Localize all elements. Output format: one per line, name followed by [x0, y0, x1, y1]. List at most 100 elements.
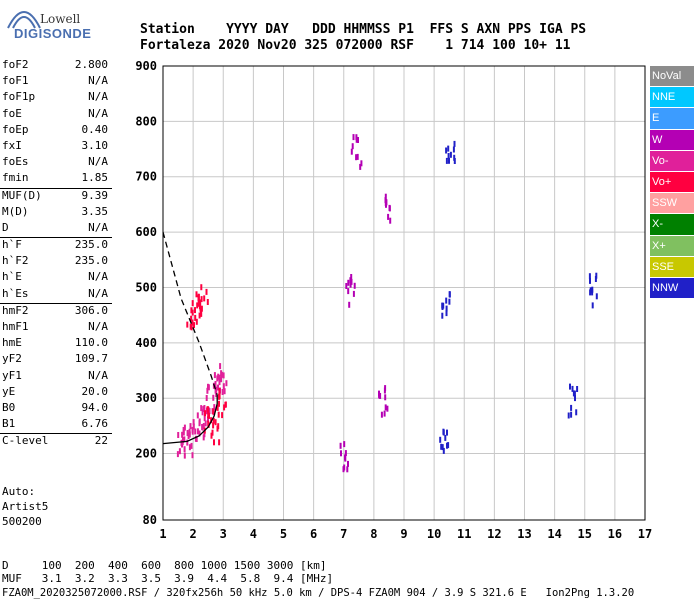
param-label: M(D) — [2, 204, 29, 218]
param-value: N/A — [88, 320, 108, 333]
header-labels: Station YYYY DAY DDD HHMMSS P1 FFS S AXN… — [140, 22, 587, 37]
echo-point — [180, 439, 183, 446]
echo-point — [385, 201, 387, 208]
echo-point — [212, 417, 215, 424]
echo-point — [199, 305, 202, 312]
param-label: foF2 — [2, 58, 29, 71]
echo-point — [178, 448, 181, 455]
x-tick-label: 11 — [457, 527, 471, 541]
x-tick-label: 8 — [370, 527, 377, 541]
echo-point — [207, 412, 210, 418]
echo-point — [384, 404, 387, 411]
echo-point — [201, 424, 204, 430]
echo-point — [383, 387, 386, 394]
param-value: 1.85 — [81, 171, 109, 185]
echo-point — [218, 379, 221, 386]
echo-point — [352, 134, 355, 141]
echo-point — [201, 409, 204, 416]
footer-muf-line: MUF 3.1 3.2 3.3 3.5 3.9 4.4 5.8 9.4 [MHz… — [2, 572, 334, 585]
echo-point — [445, 157, 448, 164]
echo-point — [200, 405, 203, 412]
x-tick-label: 5 — [280, 527, 287, 541]
echo-point — [442, 428, 445, 435]
echo-point — [356, 153, 359, 160]
param-label: yE — [2, 384, 16, 398]
echo-point — [446, 429, 448, 436]
echo-point — [351, 143, 354, 150]
echo-point — [206, 299, 209, 305]
echo-point — [441, 304, 444, 310]
echo-point — [360, 160, 363, 167]
echo-point — [595, 272, 598, 279]
echo-point — [445, 147, 448, 154]
echo-point — [378, 390, 380, 397]
param-row: MUF(D) 9.39 — [0, 187, 112, 205]
echo-point — [350, 148, 353, 155]
param-label: yF2 — [2, 352, 22, 366]
param-label: yF1 — [2, 368, 22, 382]
parameter-panel: foF2 2.800 foF1 N/A foF1p N/A foE N/A foEp 0.40 fx… — [0, 58, 112, 451]
echo-point — [588, 273, 591, 280]
param-row: hmE 110.0 — [0, 336, 112, 352]
echo-point — [453, 154, 456, 161]
echo-point — [200, 305, 203, 312]
param-value: N/A — [88, 368, 108, 382]
echo-point — [206, 387, 209, 394]
echo-point — [217, 411, 220, 418]
echo-point — [389, 217, 392, 224]
echo-point — [182, 429, 185, 436]
echo-point — [214, 419, 217, 426]
echo-point — [448, 298, 451, 305]
param-label: foE — [2, 106, 22, 120]
echo-point — [198, 418, 201, 425]
x-tick-label: 2 — [190, 527, 197, 541]
echo-point — [194, 428, 197, 435]
polarization-legend: NoVal NNE E W Vo- Vo+ SSW X- X+ SSE NNW — [650, 66, 694, 299]
param-value: N/A — [88, 74, 108, 88]
param-label: h`F — [2, 238, 22, 252]
param-label: hmE — [2, 336, 22, 350]
legend-item: X+ — [650, 235, 694, 256]
echo-point — [571, 385, 574, 392]
echo-point — [212, 422, 215, 429]
echo-point — [198, 312, 201, 319]
y-tick-label: 600 — [135, 225, 157, 239]
echo-point — [218, 400, 220, 407]
y-tick-label: 700 — [135, 170, 157, 184]
echo-point — [384, 193, 387, 200]
param-row: foEs N/A — [0, 155, 112, 171]
echo-point — [357, 137, 359, 143]
param-value: 235.0 — [74, 238, 108, 252]
echo-point — [216, 404, 219, 411]
param-value: 9.39 — [81, 188, 109, 202]
param-row: D N/A — [0, 221, 112, 237]
echo-point — [190, 324, 193, 331]
param-value: 94.0 — [81, 400, 109, 414]
param-label: hmF2 — [2, 303, 29, 317]
echo-point — [446, 442, 448, 449]
param-label: foEp — [2, 122, 29, 136]
echo-point — [350, 274, 353, 280]
echo-point — [190, 315, 193, 322]
x-tick-label: 9 — [400, 527, 407, 541]
legend-item: NNE — [650, 87, 694, 108]
echo-point — [195, 291, 198, 298]
echo-point — [181, 431, 184, 438]
echo-point — [205, 395, 208, 401]
echo-point — [191, 426, 194, 433]
echo-point — [386, 405, 389, 412]
echo-point — [196, 412, 199, 419]
param-value: 0.40 — [81, 122, 109, 136]
echo-point — [218, 393, 221, 400]
param-value: 6.76 — [81, 417, 109, 431]
param-row: h`E N/A — [0, 270, 112, 286]
param-value: N/A — [88, 155, 108, 169]
echo-point — [188, 428, 191, 435]
echo-point — [355, 134, 358, 141]
echo-point — [347, 288, 350, 295]
echo-point — [225, 380, 228, 387]
echo-point — [203, 415, 206, 422]
echo-point — [183, 424, 186, 431]
auto-program: Artist5 — [2, 500, 49, 513]
